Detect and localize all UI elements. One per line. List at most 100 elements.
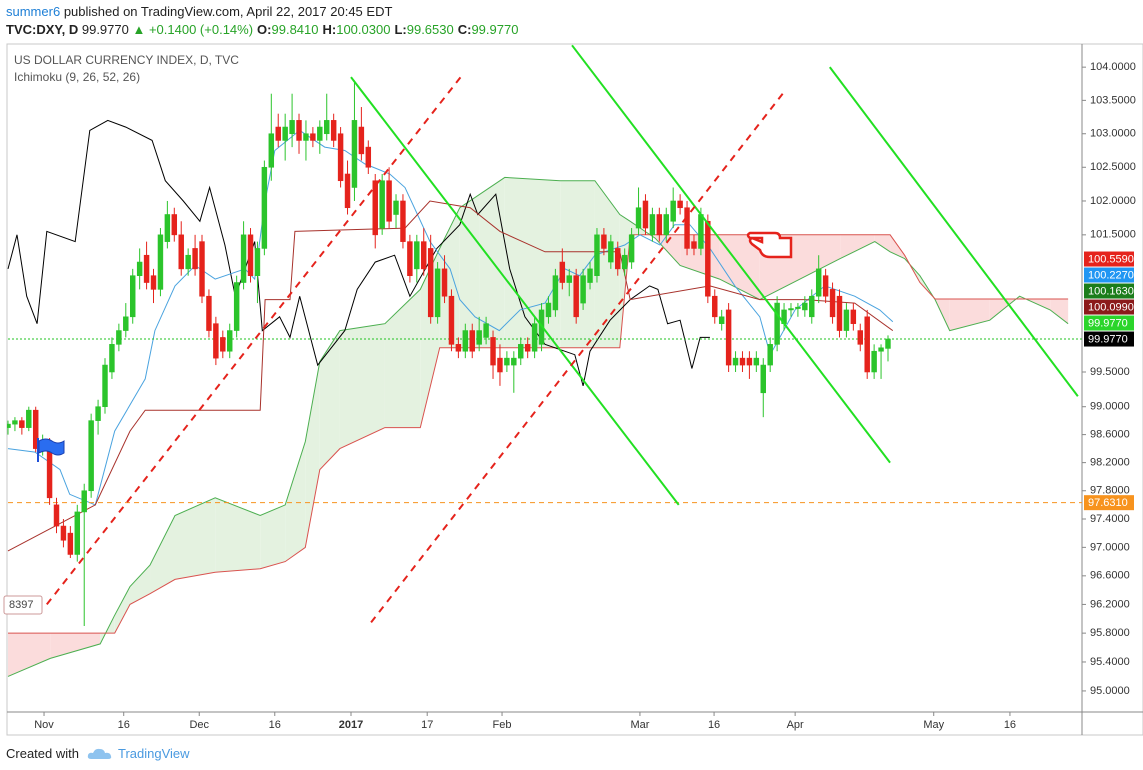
candle-body bbox=[621, 254, 628, 270]
ohlc: O:99.8410 H:100.0300 L:99.6530 C:99.9770 bbox=[253, 22, 518, 37]
candle-body bbox=[864, 316, 870, 373]
y-tick-label: 96.6000 bbox=[1090, 570, 1130, 582]
candle-body bbox=[53, 504, 60, 527]
candle-body bbox=[164, 214, 171, 242]
ohlc-key: L: bbox=[394, 22, 407, 37]
ohlc-key: C: bbox=[457, 22, 472, 37]
y-tick-label: 103.5000 bbox=[1090, 94, 1136, 106]
candle-body bbox=[615, 248, 621, 270]
candle-body bbox=[303, 133, 309, 141]
candle-body bbox=[136, 261, 143, 276]
candle-body bbox=[116, 330, 122, 345]
y-tick-label: 97.0000 bbox=[1090, 541, 1130, 553]
price-label-box bbox=[1084, 495, 1134, 511]
candle-body bbox=[157, 234, 164, 290]
price-label: 100.1630 bbox=[1088, 285, 1134, 297]
candle-body bbox=[760, 364, 766, 394]
cloud-fill bbox=[420, 248, 440, 428]
y-tick-label: 95.0000 bbox=[1090, 685, 1130, 697]
candle-body bbox=[434, 268, 441, 318]
candle-body bbox=[594, 234, 600, 276]
candle-body bbox=[490, 337, 496, 366]
chart-title: US DOLLAR CURRENCY INDEX, D, TVC bbox=[14, 53, 239, 67]
price-label-box bbox=[1084, 283, 1134, 299]
candle-body bbox=[32, 409, 39, 449]
plot-area bbox=[7, 44, 1082, 677]
hand-icon bbox=[746, 231, 793, 259]
candle-body bbox=[767, 344, 773, 366]
candle-body bbox=[199, 241, 205, 297]
candle-body bbox=[282, 126, 288, 141]
price-label: 100.5590 bbox=[1088, 253, 1134, 265]
candle-body bbox=[504, 357, 510, 366]
candle-body bbox=[829, 289, 836, 318]
ohlc-value: 100.0300 bbox=[336, 22, 391, 37]
footer: Created with TradingView bbox=[6, 744, 190, 761]
candle-body bbox=[150, 275, 157, 290]
candle-body bbox=[379, 180, 385, 229]
cloud-fill bbox=[215, 497, 261, 573]
candle-body bbox=[497, 357, 503, 373]
span-a-line bbox=[7, 176, 1069, 677]
candle-body bbox=[143, 254, 150, 283]
x-tick-label: May bbox=[923, 719, 944, 731]
candle-body bbox=[7, 423, 11, 428]
candle-body bbox=[95, 406, 101, 421]
candle-body bbox=[317, 126, 323, 141]
brand[interactable]: TradingView bbox=[118, 746, 190, 761]
candle-body bbox=[635, 207, 642, 229]
candle-body bbox=[247, 234, 254, 276]
candle-body bbox=[19, 420, 25, 428]
author[interactable]: summer6 bbox=[6, 4, 61, 19]
candle-body bbox=[365, 146, 372, 168]
price-label-box bbox=[1084, 267, 1134, 283]
ohlc-value: 99.9770 bbox=[471, 22, 519, 37]
x-tick-label: Mar bbox=[630, 719, 649, 731]
candle-body bbox=[275, 126, 281, 141]
cloud-fill bbox=[560, 180, 595, 348]
x-tick-label: Dec bbox=[189, 719, 209, 731]
candle-body bbox=[753, 357, 760, 366]
price-label: 97.6310 bbox=[1088, 497, 1128, 509]
published-note: published on TradingView.com, April 22, … bbox=[63, 4, 393, 19]
candle-body bbox=[67, 532, 74, 555]
candle-body bbox=[289, 120, 295, 135]
candle-body bbox=[725, 309, 732, 366]
cloud-fill bbox=[114, 586, 130, 634]
candle-body bbox=[254, 248, 261, 276]
y-tick-label: 96.2000 bbox=[1090, 598, 1130, 610]
y-tick-label: 95.4000 bbox=[1090, 656, 1130, 668]
candle-body bbox=[524, 344, 531, 352]
cloud-fill bbox=[504, 177, 561, 348]
candle-body bbox=[552, 275, 559, 311]
price-label-box bbox=[1084, 251, 1134, 267]
candle-body bbox=[123, 316, 129, 331]
candle-body bbox=[88, 420, 94, 492]
trend-line bbox=[571, 44, 891, 464]
y-tick-label: 98.2000 bbox=[1090, 457, 1130, 469]
x-tick-label: Apr bbox=[787, 719, 804, 731]
ichimoku-line bbox=[7, 119, 710, 387]
y-tick-label: 102.5000 bbox=[1090, 161, 1136, 173]
candle-body bbox=[871, 350, 877, 373]
candle-body bbox=[815, 268, 822, 297]
candle-body bbox=[171, 214, 178, 236]
brand-logo bbox=[87, 748, 111, 759]
cloud-fill bbox=[594, 180, 620, 348]
cloud-fill bbox=[285, 441, 306, 562]
candle-body bbox=[427, 248, 434, 318]
price-label-box bbox=[1084, 299, 1134, 315]
candle-body bbox=[601, 234, 607, 249]
cloud-fill bbox=[890, 234, 905, 259]
cloud-fill bbox=[174, 497, 216, 580]
last-price: 99.9770 bbox=[81, 22, 129, 37]
ichimoku-line bbox=[7, 200, 894, 552]
cloud-fill bbox=[319, 330, 340, 470]
candle-body bbox=[746, 357, 753, 366]
x-tick-label: 17 bbox=[421, 719, 433, 731]
candle-body bbox=[268, 133, 275, 168]
left-label: 8397 bbox=[9, 599, 33, 611]
candle-body bbox=[261, 166, 268, 249]
candle-body bbox=[240, 234, 247, 283]
candle-body bbox=[809, 295, 815, 318]
